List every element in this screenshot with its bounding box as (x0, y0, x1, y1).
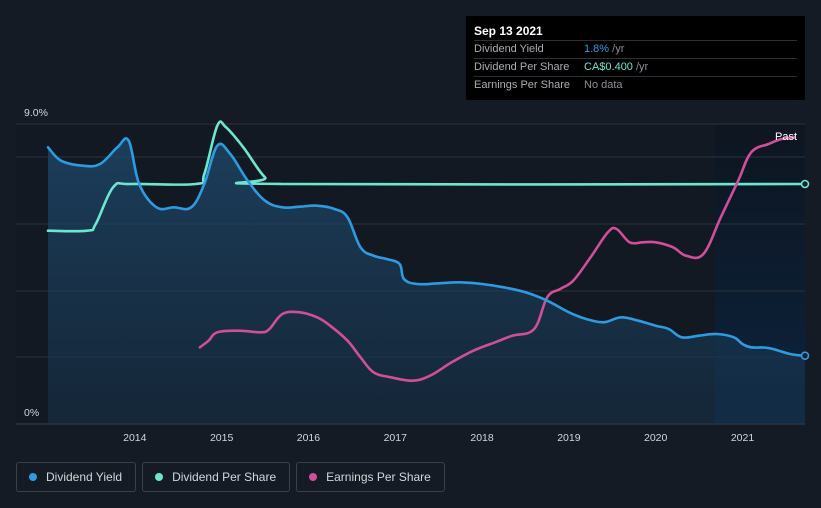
dividend-yield-end-marker (800, 351, 810, 360)
legend-label: Dividend Yield (46, 470, 123, 484)
legend-dividend-yield[interactable]: Dividend Yield (16, 462, 137, 492)
x-tick-label: 2021 (731, 432, 755, 444)
legend-dot-icon (155, 473, 164, 481)
legend-dot-icon (29, 473, 37, 481)
x-tick-label: 2020 (644, 432, 668, 444)
legend-label: Dividend Per Share (172, 470, 277, 484)
y-axis-bottom-label: 0% (24, 407, 39, 419)
tooltip-value: 1.8% (584, 43, 610, 55)
tooltip-row-dividend-yield: Dividend Yield 1.8% /yr (474, 40, 797, 58)
past-label: Past (775, 131, 797, 143)
legend-dot-icon (309, 473, 318, 481)
tooltip-value: CA$0.400 (584, 61, 633, 73)
tooltip-panel: Sep 13 2021 Dividend Yield 1.8% /yr Divi… (466, 16, 805, 100)
x-tick-label: 2014 (123, 432, 147, 444)
x-tick-label: 2019 (557, 432, 581, 444)
tooltip-row-earnings-per-share: Earnings Per Share No data (474, 76, 797, 94)
x-tick-label: 2016 (297, 432, 321, 444)
tooltip-label: Dividend Yield (474, 43, 544, 55)
tooltip-unit: /yr (609, 43, 625, 55)
legend-earnings-per-share[interactable]: Earnings Per Share (296, 462, 445, 492)
chart-legend: Dividend Yield Dividend Per Share Earnin… (16, 462, 445, 492)
tooltip-value: No data (584, 79, 623, 91)
dividend-per-share-line (46, 120, 807, 233)
y-axis-top-label: 9.0% (24, 107, 48, 119)
tooltip-row-dividend-per-share: Dividend Per Share CA$0.400 /yr (474, 58, 797, 76)
earnings-per-share-line (198, 136, 796, 383)
legend-dividend-per-share[interactable]: Dividend Per Share (142, 462, 291, 492)
dividend-yield-area (48, 138, 805, 425)
tooltip-unit: /yr (632, 61, 649, 73)
dividend-yield-line (46, 137, 807, 357)
x-tick-label: 2018 (470, 432, 494, 444)
legend-label: Earnings Per Share (326, 470, 431, 484)
x-tick-label: 2015 (210, 432, 234, 444)
tooltip-label: Dividend Per Share (474, 61, 570, 73)
dividend-per-share-end-marker (800, 179, 810, 189)
tooltip-label: Earnings Per Share (474, 79, 570, 91)
tooltip-date: Sep 13 2021 (474, 24, 543, 38)
x-tick-label: 2017 (384, 432, 408, 444)
